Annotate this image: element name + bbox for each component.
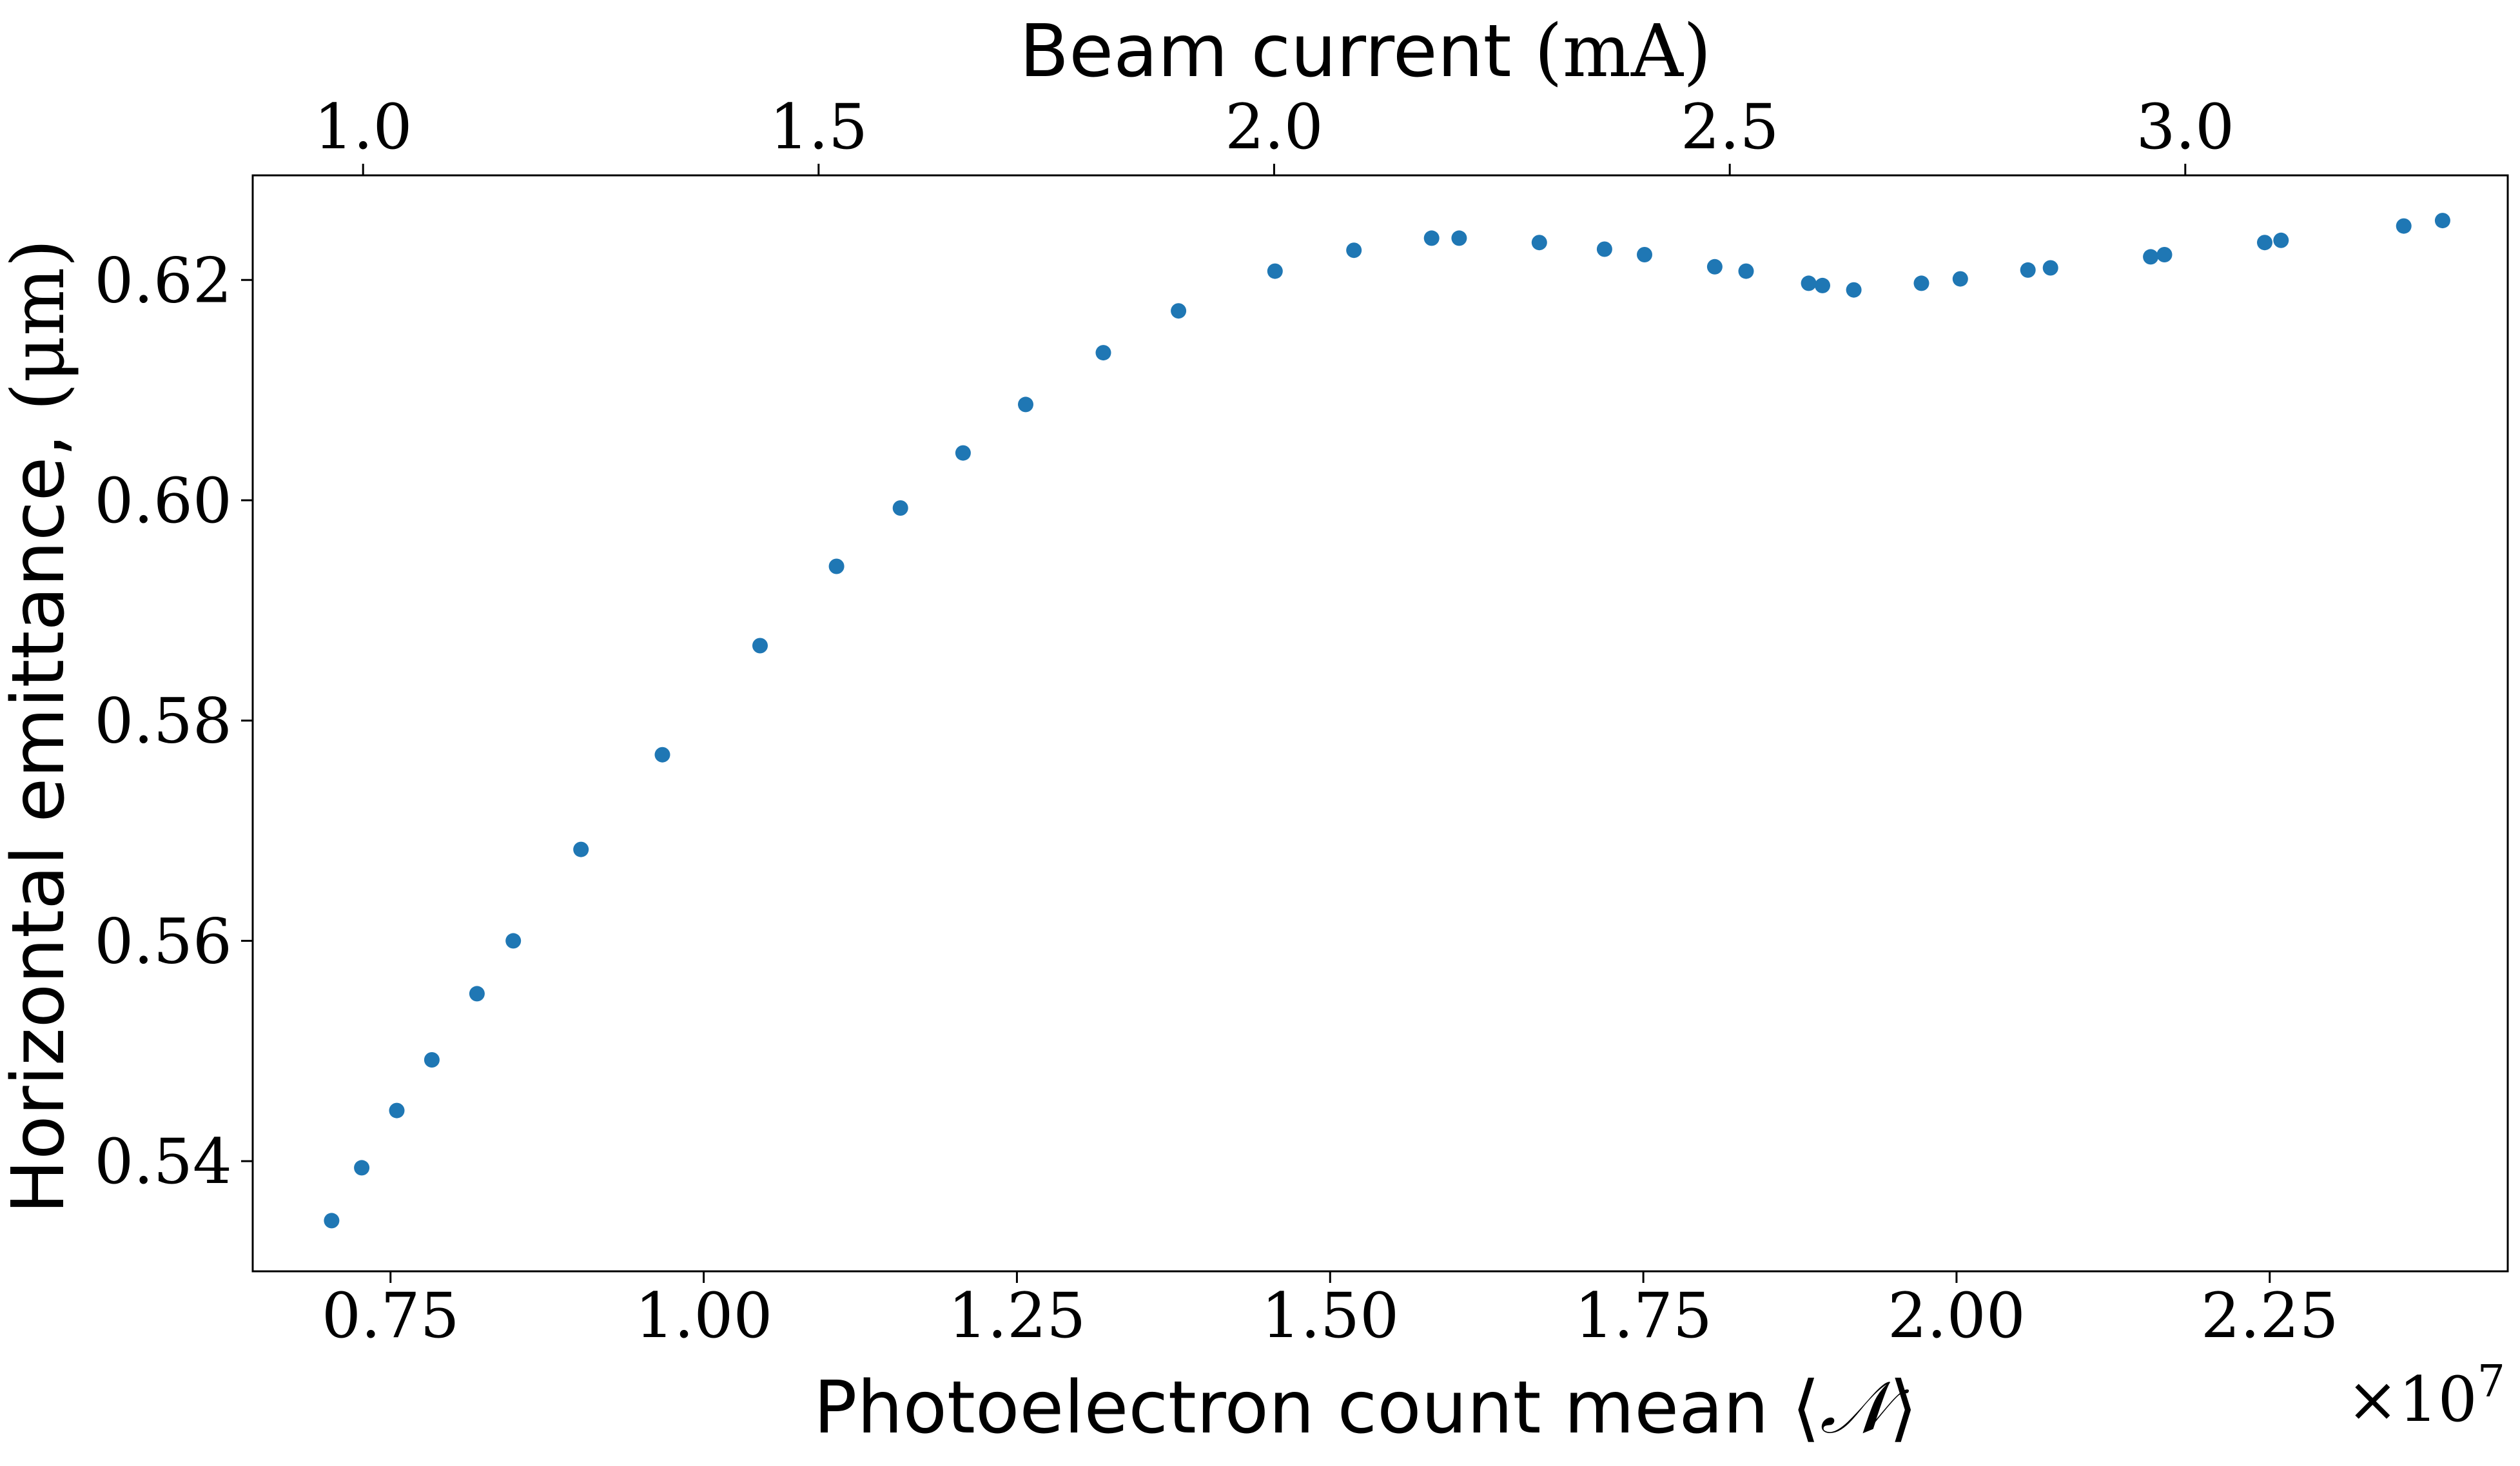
plot-frame	[251, 174, 2509, 1273]
x-tick-label: 1.25	[948, 1280, 1086, 1352]
data-point-16	[1267, 263, 1283, 279]
data-point-22	[1637, 247, 1652, 262]
data-point-20	[1531, 235, 1547, 251]
data-point-3	[389, 1102, 405, 1119]
data-point-26	[1815, 277, 1830, 293]
x-tick-label: 2.25	[2201, 1280, 2339, 1352]
data-point-2	[354, 1160, 370, 1176]
data-point-31	[2042, 260, 2058, 276]
top-tick-label: 2.5	[1681, 91, 1779, 163]
data-point-33	[2156, 247, 2173, 262]
data-point-29	[1952, 271, 1968, 287]
data-point-1	[324, 1213, 340, 1229]
top-axis-ticks: 1.0 1.5 2.0 2.5 3.0	[314, 91, 2234, 175]
y-tick-label: 0.54	[94, 1126, 232, 1198]
y-tick-label: 0.56	[94, 905, 232, 977]
data-point-24	[1738, 263, 1754, 279]
x-tick-label: 1.75	[1574, 1280, 1712, 1352]
data-point-23	[1706, 259, 1723, 275]
top-tick-label: 1.5	[769, 91, 868, 163]
data-point-27	[1846, 282, 1862, 298]
x-tick-label: 0.75	[322, 1280, 460, 1352]
top-tick-label: 3.0	[2136, 91, 2234, 163]
top-axis-title: Beam current (mA)	[1019, 10, 1711, 93]
y-axis-title: Horizontal emittance, (μm)	[0, 239, 81, 1214]
x-tick-label: 1.00	[635, 1280, 773, 1352]
top-tick-label: 1.0	[314, 91, 413, 163]
scatter-points	[324, 213, 2450, 1229]
bottom-axis-ticks: 0.75 1.00 1.25 1.50 1.75 2.00 2.25	[322, 1271, 2339, 1352]
data-point-30	[2020, 262, 2036, 278]
top-tick-label: 2.0	[1225, 91, 1323, 163]
data-point-17	[1346, 242, 1362, 259]
data-point-37	[2434, 213, 2450, 229]
x-offset-label: ×107	[2347, 1356, 2505, 1436]
data-point-14	[1095, 345, 1111, 361]
data-point-11	[892, 500, 908, 516]
data-point-35	[2273, 232, 2289, 248]
x-tick-label: 2.00	[1888, 1280, 2026, 1352]
data-point-13	[1018, 396, 1033, 413]
data-point-7	[573, 841, 589, 857]
data-point-9	[752, 638, 768, 654]
data-point-8	[654, 747, 670, 763]
data-point-32	[2143, 249, 2159, 265]
data-point-21	[1596, 241, 1612, 257]
x-tick-label: 1.50	[1261, 1280, 1399, 1352]
data-point-5	[469, 986, 485, 1002]
data-point-12	[955, 445, 971, 461]
left-axis-ticks: 0.54 0.56 0.58 0.60 0.62	[94, 244, 253, 1198]
data-point-4	[424, 1052, 440, 1068]
data-point-34	[2257, 235, 2272, 251]
data-point-28	[1913, 275, 1929, 291]
x-axis-title: Photoelectron count mean ⟨𝒩⟩	[814, 1366, 1917, 1450]
y-tick-label: 0.60	[94, 465, 232, 537]
data-point-18	[1423, 230, 1440, 246]
y-tick-label: 0.58	[94, 685, 232, 757]
data-point-25	[1801, 275, 1817, 291]
y-tick-label: 0.62	[94, 244, 232, 317]
data-point-19	[1451, 230, 1467, 246]
data-point-10	[828, 558, 845, 574]
data-point-6	[505, 933, 522, 949]
data-point-36	[2396, 218, 2412, 234]
data-point-15	[1171, 303, 1187, 319]
